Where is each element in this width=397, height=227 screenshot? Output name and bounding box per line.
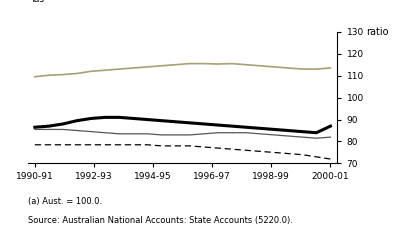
- Qld: [229, 125, 234, 128]
- SA: [159, 133, 164, 136]
- Tas: [89, 143, 94, 146]
- WA: [328, 67, 333, 69]
- SA: [75, 129, 79, 132]
- Qld: [286, 129, 291, 132]
- SA: [272, 133, 276, 136]
- WA: [258, 64, 262, 67]
- Qld: [201, 123, 206, 125]
- SA: [328, 136, 333, 138]
- SA: [229, 131, 234, 134]
- SA: [216, 131, 220, 134]
- SA: [173, 133, 178, 136]
- Tas: [46, 143, 51, 146]
- Tas: [33, 143, 37, 146]
- Qld: [328, 125, 333, 128]
- SA: [145, 133, 150, 135]
- SA: [244, 131, 249, 134]
- SA: [117, 133, 121, 135]
- WA: [145, 66, 150, 68]
- Qld: [131, 117, 136, 120]
- Tas: [272, 151, 276, 154]
- SA: [300, 136, 304, 138]
- Tas: [131, 143, 136, 146]
- Tas: [244, 149, 249, 152]
- WA: [314, 68, 319, 70]
- Tas: [286, 152, 291, 155]
- Text: (a) Aust. = 100.0.: (a) Aust. = 100.0.: [28, 197, 102, 207]
- Y-axis label: ratio: ratio: [366, 27, 389, 37]
- SA: [187, 133, 192, 136]
- Qld: [187, 121, 192, 124]
- SA: [61, 128, 66, 131]
- Qld: [117, 116, 121, 119]
- Qld: [75, 119, 79, 122]
- Tas: [229, 148, 234, 151]
- Qld: [300, 130, 304, 133]
- Legend: Qld, SA, WA, Tas: Qld, SA, WA, Tas: [11, 0, 46, 4]
- Tas: [75, 143, 79, 146]
- Qld: [89, 117, 94, 120]
- Qld: [33, 126, 37, 128]
- Tas: [258, 150, 262, 153]
- WA: [286, 67, 291, 69]
- Line: SA: SA: [35, 129, 330, 138]
- Line: Tas: Tas: [35, 145, 330, 159]
- SA: [131, 133, 136, 135]
- Qld: [314, 131, 319, 134]
- WA: [117, 68, 121, 70]
- Qld: [103, 116, 108, 119]
- Tas: [328, 158, 333, 160]
- WA: [201, 62, 206, 65]
- WA: [75, 72, 79, 75]
- SA: [258, 133, 262, 135]
- Tas: [117, 143, 121, 146]
- Qld: [61, 123, 66, 125]
- WA: [131, 67, 136, 69]
- Qld: [216, 124, 220, 126]
- Tas: [159, 145, 164, 147]
- Tas: [300, 153, 304, 156]
- WA: [89, 70, 94, 73]
- SA: [46, 128, 51, 131]
- WA: [33, 75, 37, 78]
- Tas: [314, 155, 319, 158]
- Qld: [159, 119, 164, 122]
- Qld: [244, 126, 249, 128]
- WA: [103, 69, 108, 72]
- WA: [272, 66, 276, 68]
- Qld: [46, 125, 51, 128]
- WA: [187, 62, 192, 65]
- SA: [314, 137, 319, 140]
- Tas: [145, 143, 150, 146]
- Tas: [216, 147, 220, 149]
- WA: [159, 64, 164, 67]
- Tas: [173, 145, 178, 147]
- Tas: [103, 143, 108, 146]
- Qld: [145, 118, 150, 121]
- Tas: [201, 146, 206, 148]
- Qld: [272, 128, 276, 131]
- Qld: [258, 127, 262, 130]
- Line: Qld: Qld: [35, 117, 330, 133]
- Qld: [173, 120, 178, 123]
- SA: [286, 135, 291, 137]
- WA: [229, 62, 234, 65]
- SA: [89, 130, 94, 133]
- WA: [61, 73, 66, 76]
- WA: [216, 63, 220, 65]
- Text: Source: Australian National Accounts: State Accounts (5220.0).: Source: Australian National Accounts: St…: [28, 216, 293, 225]
- WA: [244, 63, 249, 66]
- Line: WA: WA: [35, 64, 330, 77]
- Tas: [187, 145, 192, 147]
- WA: [300, 68, 304, 70]
- SA: [103, 131, 108, 134]
- WA: [173, 63, 178, 66]
- SA: [201, 133, 206, 135]
- SA: [33, 128, 37, 131]
- WA: [46, 74, 51, 76]
- Tas: [61, 143, 66, 146]
